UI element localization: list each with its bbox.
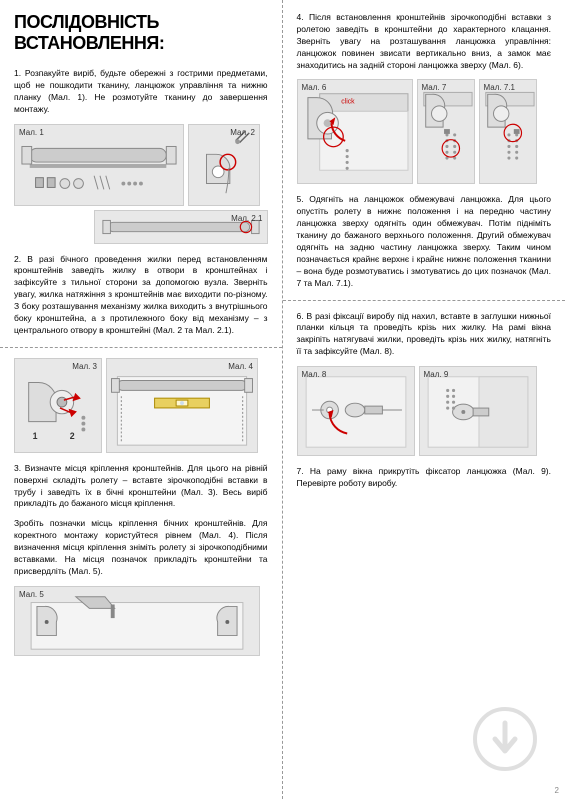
chain-fixer-icon — [420, 367, 536, 455]
figure-9: Мал. 9 — [419, 366, 537, 456]
step-1-text: 1. Розпакуйте виріб, будьте обережні з г… — [14, 68, 268, 116]
snap-click-icon: click — [298, 80, 412, 183]
watermark-icon — [473, 707, 537, 771]
figure-1: Мал. 1 — [14, 124, 184, 206]
figure-1-label: Мал. 1 — [19, 128, 44, 137]
figure-9-label: Мал. 9 — [424, 370, 449, 379]
drill-brackets-icon — [15, 587, 259, 655]
figure-6-label: Мал. 6 — [302, 83, 327, 92]
step-2-text: 2. В разі бічного проведення жилки перед… — [14, 254, 268, 337]
horizontal-divider — [0, 347, 282, 348]
step-5-text: 5. Одягніть на ланцюжок обмежувачі ланцю… — [297, 194, 552, 289]
figure-6: Мал. 6 click — [297, 79, 413, 184]
leveling-icon — [107, 359, 257, 452]
figure-row-21: Мал. 2.1 — [14, 210, 268, 244]
svg-text:2: 2 — [70, 431, 75, 441]
figure-2-1: Мал. 2.1 — [94, 210, 268, 244]
figure-2: Мал. 2 — [188, 124, 260, 206]
step-3b-text: Зробіть позначки місць кріплення бічних … — [14, 518, 268, 577]
page-title: ПОСЛІДОВНІСТЬ ВСТАНОВЛЕННЯ: — [14, 12, 268, 54]
figure-row-8-9: Мал. 8 Мал. 9 — [297, 366, 552, 456]
figure-71-label: Мал. 7.1 — [484, 83, 515, 92]
click-label: click — [341, 99, 355, 106]
chain-stop-2-icon — [480, 80, 536, 183]
step-7-text: 7. На раму вікна прикрутіть фіксатор лан… — [297, 466, 552, 490]
figure-5: Мал. 5 — [14, 586, 260, 656]
figure-5-label: Мал. 5 — [19, 590, 44, 599]
figure-4-label: Мал. 4 — [228, 362, 253, 371]
figure-7: Мал. 7 — [417, 79, 475, 184]
figure-8-label: Мал. 8 — [302, 370, 327, 379]
tension-line-icon — [298, 367, 414, 455]
horizontal-divider-2 — [283, 300, 565, 301]
figure-row-1: Мал. 1 Мал. 2 — [14, 124, 268, 206]
step-3-text: 3. Визначте місця кріплення кронштейнів.… — [14, 463, 268, 511]
figure-row-5: Мал. 5 — [14, 586, 268, 656]
roller-kit-icon — [15, 125, 183, 205]
bracket-insert-icon: 1 2 — [15, 359, 101, 452]
step-4-text: 4. Після встановлення кронштейнів зірочк… — [297, 12, 552, 71]
figure-3-label: Мал. 3 — [72, 362, 97, 371]
svg-text:1: 1 — [33, 431, 38, 441]
figure-4: Мал. 4 — [106, 358, 258, 453]
figure-7-1: Мал. 7.1 — [479, 79, 537, 184]
figure-8: Мал. 8 — [297, 366, 415, 456]
figure-21-label: Мал. 2.1 — [231, 214, 262, 223]
step-6-text: 6. В разі фіксації виробу під нахил, вст… — [297, 311, 552, 359]
figure-2-label: Мал. 2 — [230, 128, 255, 137]
page-number: 2 — [555, 786, 559, 795]
chain-stop-icon — [418, 80, 474, 183]
figure-row-34: Мал. 3 1 2 Мал. 4 — [14, 358, 268, 453]
figure-row-6-7: Мал. 6 click Мал. 7 — [297, 79, 552, 184]
bracket-scissors-icon — [189, 125, 259, 205]
figure-3: Мал. 3 1 2 — [14, 358, 102, 453]
figure-7-label: Мал. 7 — [422, 83, 447, 92]
